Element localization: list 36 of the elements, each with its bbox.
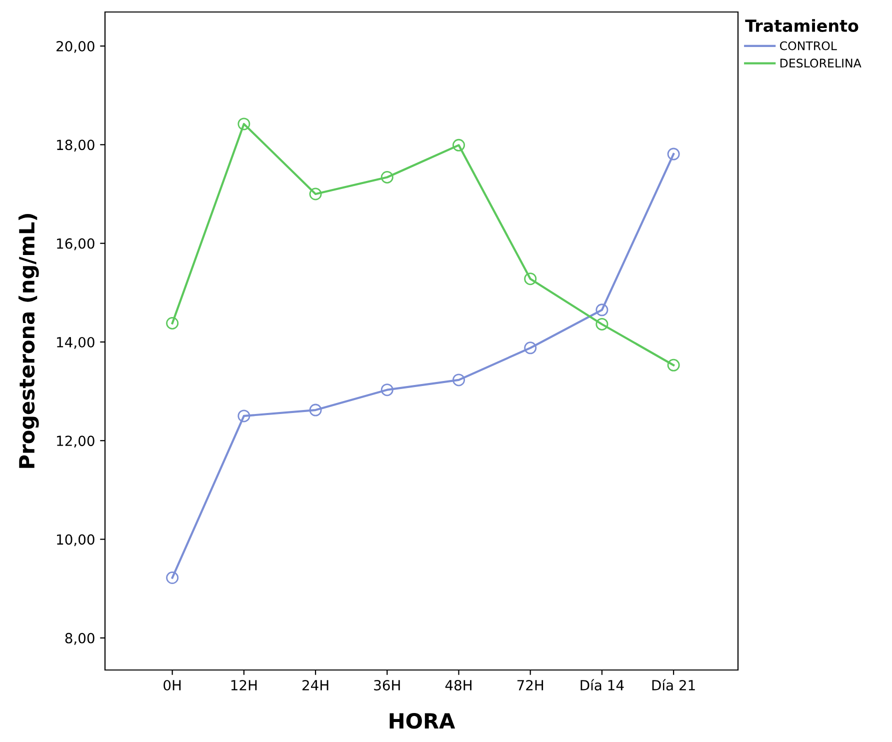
point [667,148,680,160]
point [452,138,465,152]
y-axis-title: Progesterona (ng/mL) [18,214,39,468]
legend-title: Tratamiento [745,19,858,32]
x-tick-label: 12H [231,680,257,690]
y-tick-label: 10,00 [57,534,94,546]
point [309,404,322,416]
x-tick-label: Día 21 [652,679,695,690]
x-tick-label: Día 14 [580,679,624,690]
point [238,118,250,130]
point [596,318,608,330]
x-tick-label: 48H [445,680,472,690]
x-tick-label: 36H [374,680,400,690]
point [380,170,394,184]
legend-label: CONTROL [780,41,837,50]
x-axis-title: HORA [390,712,456,729]
point [166,316,179,330]
point [309,188,322,200]
y-tick-label: 18,00 [57,140,94,152]
point [380,384,394,396]
y-tick-label: 12,00 [57,436,94,448]
y-tick-label: 20,00 [56,41,94,53]
point [524,272,537,286]
x-tick-label: 0H [164,680,181,690]
x-tick-label: 72H [517,680,544,690]
y-tick-label: 14,00 [57,336,94,349]
point [238,410,250,422]
point [166,572,179,584]
legend-label: DESLORELINA [780,58,862,68]
y-tick-label: 16,00 [57,238,94,250]
point [452,374,465,386]
y-tick-label: 8,00 [65,632,94,645]
point [667,358,680,372]
x-tick-label: 24H [302,680,328,690]
point [524,342,537,354]
point [596,304,608,316]
